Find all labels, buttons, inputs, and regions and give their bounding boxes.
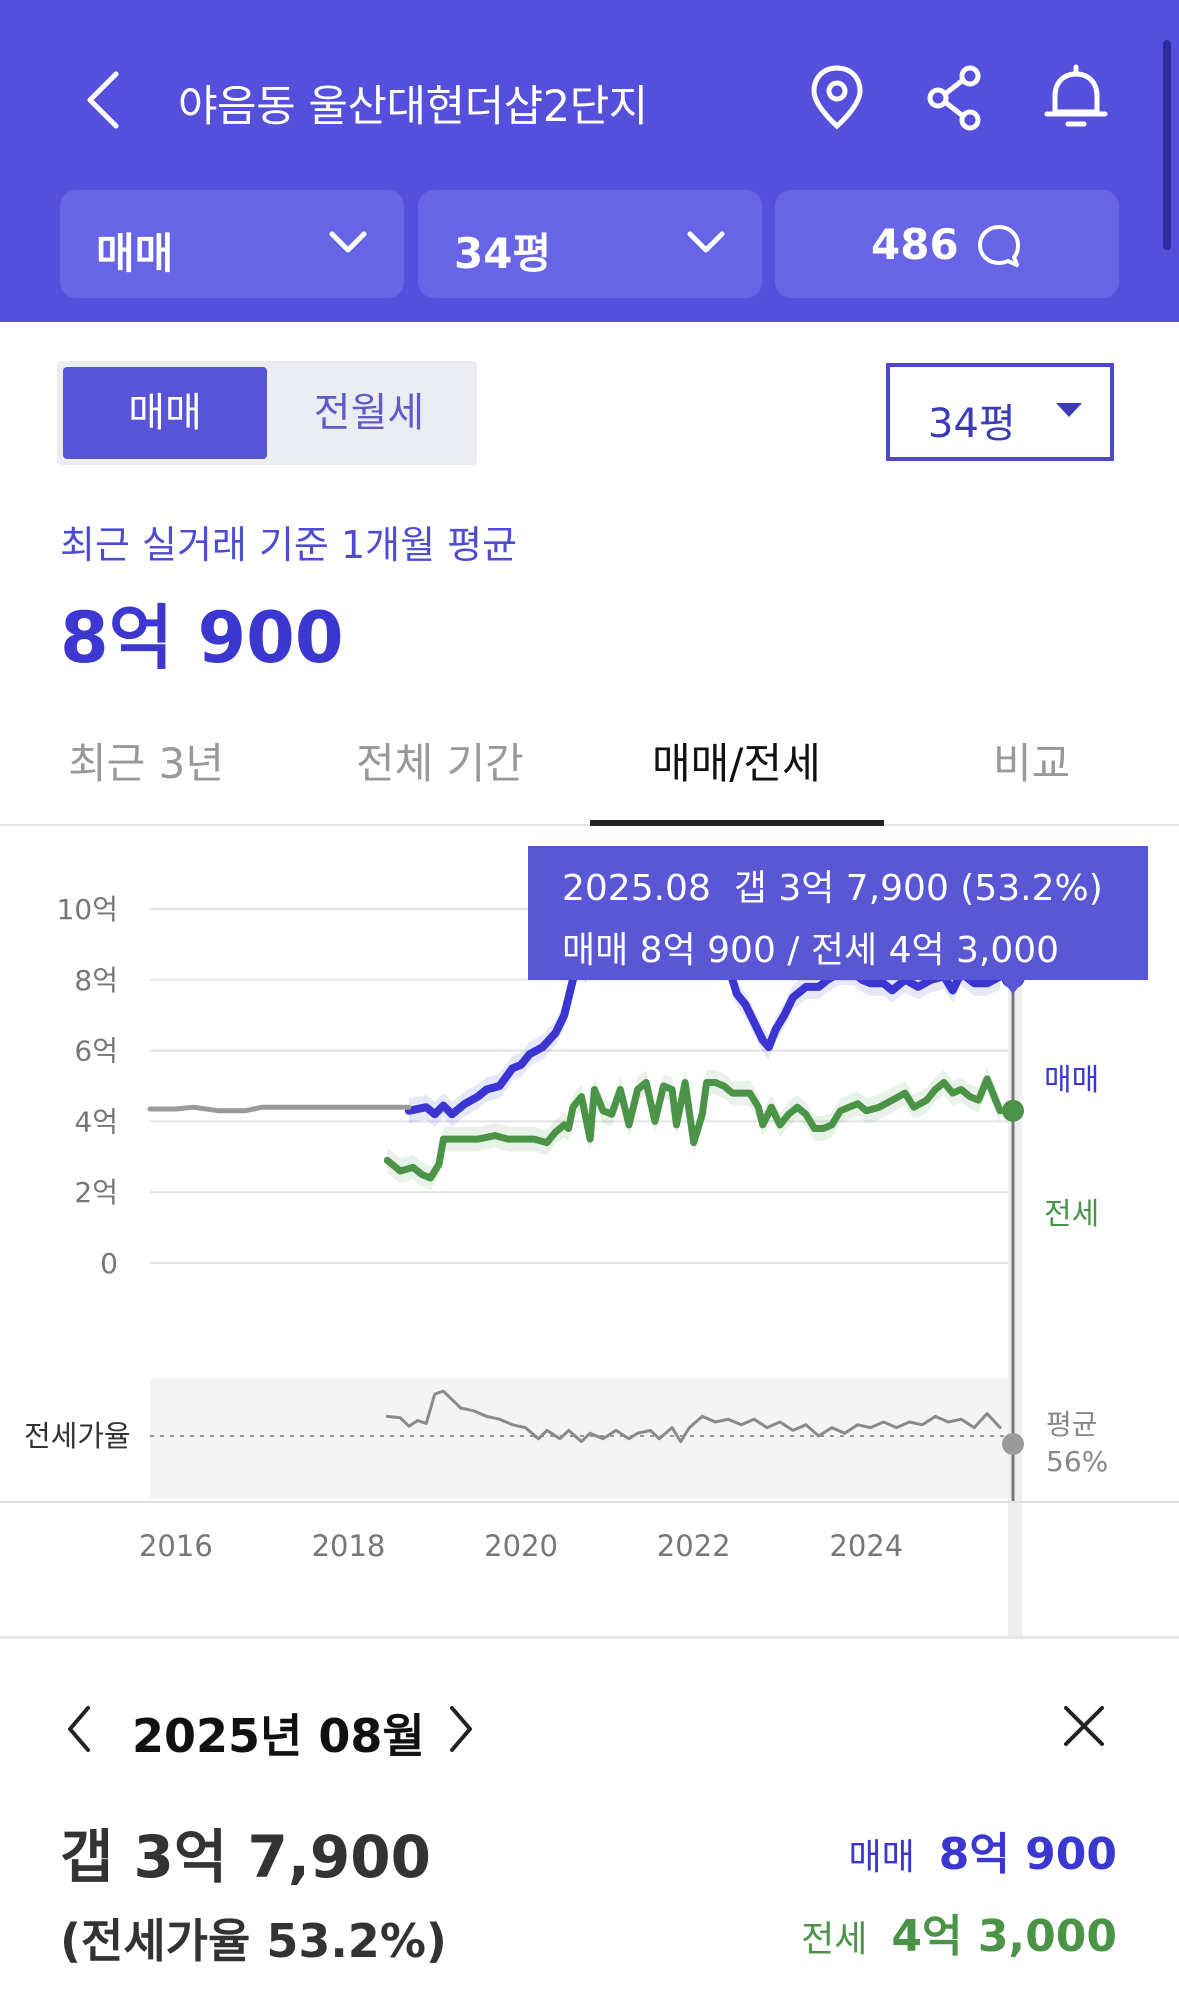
y-tick-label: 0 [100, 1247, 118, 1280]
tooltip-line1: 2025.08 갭 3억 7,900 (53.2%) [562, 868, 1103, 909]
scrollbar[interactable] [1163, 40, 1171, 250]
ratio-avg-label: 평균 [1046, 1408, 1098, 1441]
trade-segment-control: 매매 전월세 [57, 361, 477, 465]
selected-year-month: 2025년 08월 [132, 1709, 425, 1763]
x-tick-label: 2020 [484, 1529, 558, 1563]
y-tick-label: 10억 [57, 893, 118, 926]
comments-button[interactable]: 486 [775, 190, 1119, 298]
active-tab-indicator [590, 820, 884, 826]
size-select[interactable]: 34평 [886, 363, 1114, 461]
caret-down-icon [1056, 403, 1082, 417]
close-icon[interactable] [1062, 1704, 1106, 1748]
jeonse-value: 4억 3,000 [891, 1911, 1117, 1962]
previous-month-icon[interactable] [64, 1704, 94, 1754]
next-month-icon[interactable] [446, 1704, 476, 1754]
jeonse-summary: 전세 4억 3,000 [801, 1900, 1117, 1964]
comment-count: 486 [871, 220, 959, 269]
segment-sale[interactable]: 매매 [63, 367, 267, 459]
tab-divider [0, 824, 1179, 826]
x-tick-label: 2024 [829, 1529, 903, 1563]
trade-type-label: 매매 [96, 229, 174, 278]
y-tick-label: 8억 [74, 964, 118, 997]
ratio-avg-value: 56% [1046, 1445, 1108, 1478]
ratio-band [150, 1378, 1013, 1498]
jeonse-series-band [387, 1066, 1001, 1191]
price-chart[interactable]: 10억 8억 6억 4억 2억 0 2016 2018 2020 2022 2024 전세가율 평… [0, 826, 1179, 1636]
tab-recent-3y[interactable]: 최근 3년 [68, 739, 224, 788]
x-tick-label: 2018 [312, 1529, 386, 1563]
chevron-down-icon [687, 231, 725, 253]
bell-icon[interactable] [1041, 62, 1111, 132]
ratio-axis-label: 전세가율 [24, 1419, 131, 1453]
location-pin-icon[interactable] [802, 62, 872, 132]
chevron-down-icon [329, 231, 367, 253]
cursor-track [1008, 986, 1022, 1636]
sale-summary: 매매 8억 900 [848, 1818, 1117, 1882]
y-tick-label: 2억 [74, 1176, 118, 1209]
jeonse-endpoint [1002, 1099, 1024, 1122]
size-dropdown[interactable]: 34평 [418, 190, 762, 298]
jeonse-series-line [383, 1075, 1004, 1182]
jeonse-label: 전세 [801, 1919, 868, 1960]
chat-bubble-icon [978, 225, 1020, 267]
x-tick-label: 2022 [657, 1529, 731, 1563]
history-series-line [147, 1104, 412, 1114]
tab-sale-jeonse[interactable]: 매매/전세 [652, 739, 821, 788]
tooltip-line2: 매매 8억 900 / 전세 4억 3,000 [562, 930, 1059, 971]
share-icon[interactable] [920, 62, 990, 132]
ratio-endpoint [1002, 1433, 1024, 1455]
page-title: 야음동 울산대현더샵2단지 [178, 82, 648, 132]
y-tick-label: 6억 [74, 1035, 118, 1068]
tooltip-arrow [1002, 980, 1024, 994]
segment-rent[interactable]: 전월세 [313, 390, 425, 436]
app-header: 야음동 울산대현더샵2단지 매매 34평 486 [0, 0, 1179, 322]
tooltip-box [528, 846, 1148, 980]
ratio-series-line [385, 1389, 1002, 1444]
x-tick-label: 2016 [139, 1529, 213, 1563]
summary-caption: 최근 실거래 기준 1개월 평균 [60, 523, 518, 567]
legend-jeonse: 전세 [1044, 1197, 1099, 1232]
tab-all-period[interactable]: 전체 기간 [356, 739, 524, 788]
sale-label: 매매 [848, 1837, 915, 1878]
tab-compare[interactable]: 비교 [993, 739, 1071, 788]
legend-sale: 매매 [1044, 1063, 1099, 1098]
back-icon[interactable] [80, 70, 130, 130]
size-select-value: 34평 [928, 401, 1016, 447]
sale-value: 8억 900 [938, 1829, 1117, 1880]
gap-amount: 갭 3억 7,900 [60, 1823, 431, 1891]
size-label: 34평 [454, 229, 552, 278]
summary-price: 8억 900 [60, 597, 344, 679]
section-divider [0, 1636, 1179, 1639]
trade-type-dropdown[interactable]: 매매 [60, 190, 404, 298]
y-tick-label: 4억 [74, 1105, 118, 1138]
jeonse-ratio: (전세가율 53.2%) [60, 1914, 447, 1968]
